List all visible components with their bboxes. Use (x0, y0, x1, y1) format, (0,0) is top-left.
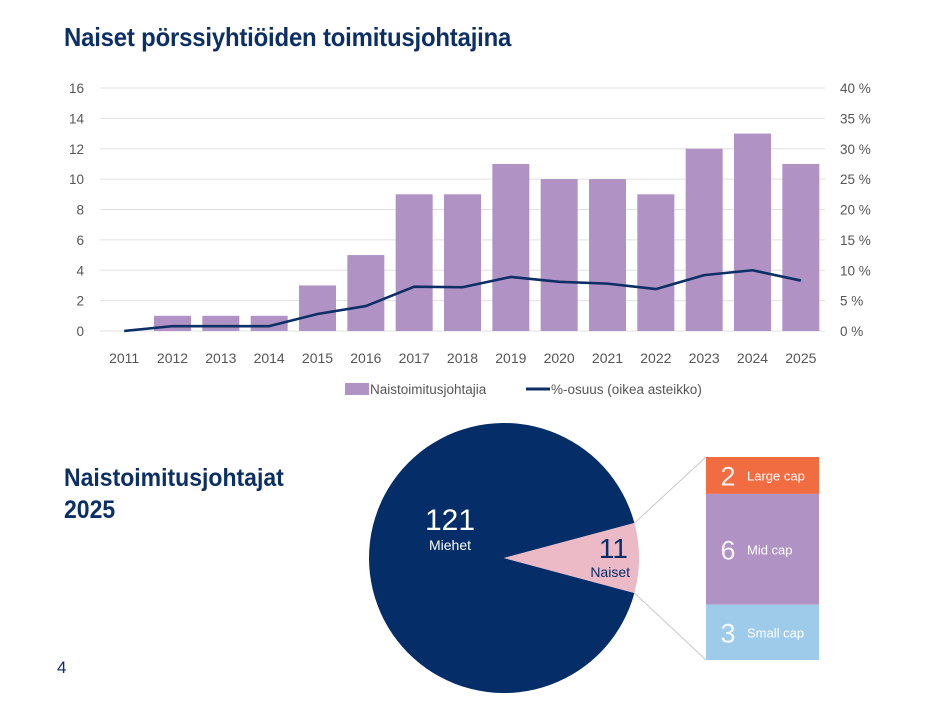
bar-2020 (540, 179, 578, 331)
segment-value-small-cap: 3 (720, 618, 735, 648)
segment-label-large-cap: Large cap (747, 468, 805, 483)
x-tick-label: 2025 (785, 350, 816, 366)
segment-value-large-cap: 2 (720, 461, 735, 491)
left-tick-label: 10 (69, 172, 84, 187)
pie-slice-miehet (368, 423, 635, 693)
x-tick-label: 2012 (157, 350, 188, 366)
x-tick-label: 2022 (640, 350, 671, 366)
left-tick-label: 16 (69, 81, 84, 96)
bar-2025 (782, 163, 820, 331)
bar-2018 (444, 194, 481, 331)
connector-top (634, 456, 707, 524)
segment-small-cap (706, 604, 819, 660)
x-tick-label: 2024 (737, 350, 768, 366)
pie-title-line1: Naistoimitusjohtajat (64, 464, 284, 492)
x-tick-label: 2016 (350, 350, 381, 366)
right-tick-label: 15 % (840, 233, 871, 248)
right-tick-label: 35 % (840, 111, 871, 126)
x-tick-label: 2015 (302, 350, 333, 366)
x-tick-label: 2020 (544, 350, 575, 366)
x-axis-ticks: 2011 2012 2013 2014 2015 2016 2017 2018 2019 2020… (109, 350, 817, 366)
segment-label-small-cap: Small cap (747, 625, 804, 640)
pie-section-title: Naistoimitusjohtajat 2025 (64, 462, 284, 526)
page-title: Naiset pörssiyhtiöiden toimitusjohtajina (64, 22, 512, 52)
breakdown-connectors (634, 456, 707, 661)
pie-value-miehet: 121 (425, 504, 475, 537)
connector-bottom (634, 592, 707, 661)
left-axis-ticks: 0 2 4 6 8 10 12 14 16 (69, 81, 85, 339)
right-tick-label: 0 % (840, 324, 863, 339)
left-tick-label: 8 (76, 203, 84, 218)
right-tick-label: 20 % (840, 203, 871, 218)
pie-label-miehet: Miehet (429, 537, 471, 553)
x-tick-label: 2014 (254, 350, 285, 366)
right-tick-label: 40 % (840, 81, 871, 96)
segment-large-cap (706, 457, 819, 494)
legend-label-bars: Naistoimitusjohtajia (370, 382, 487, 397)
page-number: 4 (57, 658, 67, 677)
x-tick-label: 2018 (447, 350, 478, 366)
x-tick-label: 2017 (399, 350, 430, 366)
pie-slice-naiset (504, 523, 639, 593)
bar-2015 (299, 285, 336, 331)
bars (154, 133, 820, 331)
pie-value-naiset: 11 (599, 533, 628, 564)
left-tick-label: 4 (76, 263, 84, 278)
x-tick-label: 2021 (592, 350, 623, 366)
pie-label-naiset: Naiset (590, 564, 630, 580)
right-tick-label: 10 % (840, 263, 871, 278)
right-axis-ticks: 0 % 5 % 10 % 15 % 20 % 25 % 30 % 35 % 40 % (840, 81, 871, 339)
right-tick-label: 25 % (840, 172, 871, 187)
right-tick-label: 30 % (840, 142, 871, 157)
pie-title-line2: 2025 (64, 496, 116, 524)
bar-2021 (589, 179, 626, 331)
left-tick-label: 12 (69, 142, 84, 157)
segment-value-mid-cap: 6 (720, 535, 735, 565)
legend-label-line: %-osuus (oikea asteikko) (551, 382, 702, 397)
combo-chart: 0 2 4 6 8 10 12 14 16 0 % 5 % 10 % 15 % 20 % 25 % 30 %… (69, 81, 871, 397)
bar-2023 (685, 148, 723, 331)
legend: Naistoimitusjohtajia %-osuus (oikea aste… (345, 382, 702, 397)
x-tick-label: 2023 (689, 350, 720, 366)
bar-2022 (637, 194, 675, 331)
legend-swatch-bars (345, 383, 369, 395)
x-tick-label: 2019 (495, 350, 526, 366)
right-tick-label: 5 % (840, 294, 863, 309)
percent-line (124, 268, 802, 333)
bar-2019 (492, 163, 530, 331)
left-tick-label: 0 (76, 324, 84, 339)
segment-mid-cap (706, 493, 819, 605)
segment-label-mid-cap: Mid cap (747, 542, 793, 557)
bar-2024 (734, 133, 771, 331)
x-tick-label: 2013 (205, 350, 236, 366)
left-tick-label: 2 (76, 294, 84, 309)
breakdown-stacked-bar: 2 Large cap 6 Mid cap 3 Small cap (706, 457, 819, 660)
pie-slices (368, 423, 639, 693)
left-tick-label: 14 (69, 111, 85, 126)
x-tick-label: 2011 (109, 350, 139, 366)
left-tick-label: 6 (76, 233, 84, 248)
bar-2016 (347, 255, 385, 331)
bar-2017 (395, 194, 433, 331)
